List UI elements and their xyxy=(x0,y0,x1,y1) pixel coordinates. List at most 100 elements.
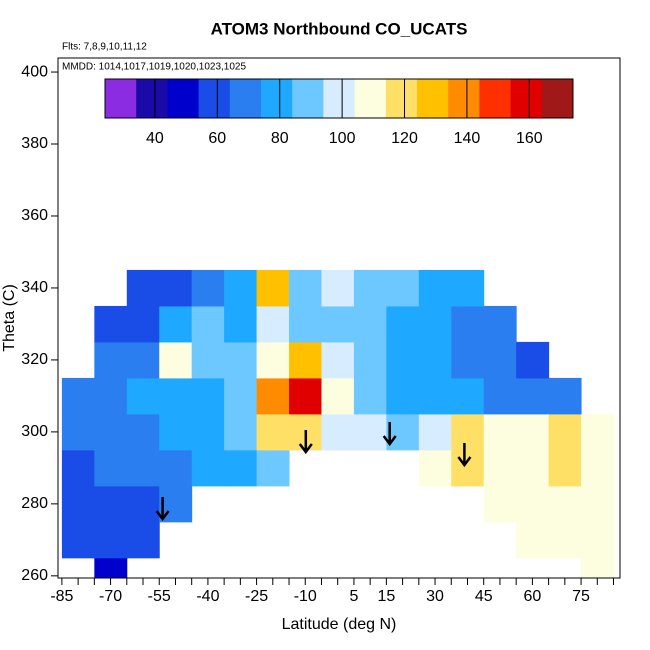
heat-cell xyxy=(224,305,258,343)
heat-cell xyxy=(191,341,225,379)
heat-cell xyxy=(159,377,193,415)
arrow xyxy=(155,497,170,522)
colorbar-swatch xyxy=(479,79,512,118)
heat-cell xyxy=(418,269,452,307)
heat-cell xyxy=(516,449,550,487)
colorbar-swatch xyxy=(198,79,231,118)
heat-cell xyxy=(548,485,582,523)
heat-cell xyxy=(516,521,550,559)
heat-cell xyxy=(289,341,322,379)
heat-cell xyxy=(321,305,355,343)
heat-cell xyxy=(126,449,160,487)
heat-cell xyxy=(483,485,517,523)
colorbar-swatch xyxy=(541,79,574,118)
colorbar-tick-label: 120 xyxy=(391,130,418,147)
heat-cell xyxy=(386,413,420,451)
heat-cell xyxy=(581,521,615,559)
x-tick-label: 5 xyxy=(349,588,358,605)
annotation: MMDD: 1014,1017,1019,1020,1023,1025 xyxy=(62,62,246,73)
heat-cell xyxy=(289,305,322,343)
plot-frame xyxy=(57,57,621,579)
colorbar-tick-label: 40 xyxy=(146,130,164,147)
heat-cell xyxy=(94,449,128,487)
heat-cell xyxy=(321,269,355,307)
colorbar-swatch xyxy=(136,79,168,118)
heat-cell xyxy=(256,341,290,379)
x-tick-label: 30 xyxy=(426,588,444,605)
colorbar-swatch xyxy=(292,79,324,118)
arrows xyxy=(155,422,472,522)
heat-cell xyxy=(483,305,517,343)
heat-cell xyxy=(61,449,95,487)
heat-cell xyxy=(256,305,290,343)
colorbar-frame xyxy=(104,78,574,119)
heat-cell xyxy=(94,521,128,559)
colorbar-swatch xyxy=(167,79,200,118)
heat-cell xyxy=(191,377,225,415)
heat-cell xyxy=(516,341,550,379)
heat-cell xyxy=(581,557,615,579)
x-tick-label: -25 xyxy=(245,588,268,605)
colorbar-swatch xyxy=(354,79,387,118)
colorbar-swatch xyxy=(417,79,449,118)
heat-cell xyxy=(94,413,128,451)
x-tick-label: 75 xyxy=(572,588,590,605)
heat-cell xyxy=(126,269,160,307)
heat-cell xyxy=(386,341,420,379)
heat-cell xyxy=(256,377,290,415)
arrow xyxy=(382,422,397,447)
heat-cell xyxy=(353,305,387,343)
x-tick-label: 60 xyxy=(523,588,541,605)
y-tick-label: 300 xyxy=(21,423,48,440)
x-tick-label: 15 xyxy=(377,588,395,605)
heat-cell xyxy=(159,449,193,487)
colorbar-swatch xyxy=(448,79,480,118)
heat-cell xyxy=(386,377,420,415)
heat-cell xyxy=(548,449,582,487)
heat-cell xyxy=(159,269,193,307)
heat-cell xyxy=(224,341,258,379)
colorbar-swatch xyxy=(105,79,137,118)
heat-cell xyxy=(126,377,160,415)
y-tick-label: 340 xyxy=(21,279,48,296)
chart-title: ATOM3 Northbound CO_UCATS xyxy=(211,19,468,38)
heat-cell xyxy=(94,485,128,523)
heat-cell xyxy=(581,413,615,451)
colorbar-swatch xyxy=(323,79,356,118)
heat-cell xyxy=(418,305,452,343)
arrow xyxy=(298,430,313,455)
field xyxy=(61,269,615,579)
colorbar-swatch xyxy=(229,79,262,118)
colorbar-tick-label: 80 xyxy=(271,130,289,147)
heat-cell xyxy=(418,449,452,487)
heat-cell xyxy=(516,485,550,523)
heat-cell xyxy=(126,305,160,343)
heat-cell xyxy=(126,485,160,523)
heat-cell xyxy=(451,269,485,307)
y-tick-label: 260 xyxy=(21,567,48,584)
heat-cell xyxy=(94,377,128,415)
heat-cell xyxy=(191,449,225,487)
colorbar-tick-label: 160 xyxy=(516,130,543,147)
heat-cell xyxy=(516,413,550,451)
heat-cell xyxy=(548,521,582,559)
heat-cell xyxy=(483,449,517,487)
heat-cell xyxy=(256,449,290,487)
heat-cell xyxy=(61,377,95,415)
heat-cell xyxy=(353,341,387,379)
heat-cell xyxy=(159,305,193,343)
heat-cell xyxy=(451,413,485,451)
heat-cell xyxy=(483,413,517,451)
colorbar-tick-label: 140 xyxy=(454,130,481,147)
x-tick-label: -40 xyxy=(196,588,219,605)
heat-cell xyxy=(451,305,485,343)
heat-cell xyxy=(581,485,615,523)
heat-cell xyxy=(418,377,452,415)
heat-cell xyxy=(353,413,387,451)
colorbar-swatch xyxy=(261,79,293,118)
heat-cell xyxy=(224,449,258,487)
colorbar-swatch xyxy=(510,79,543,118)
heat-cell xyxy=(289,377,322,415)
colorbar-swatch xyxy=(385,79,418,118)
